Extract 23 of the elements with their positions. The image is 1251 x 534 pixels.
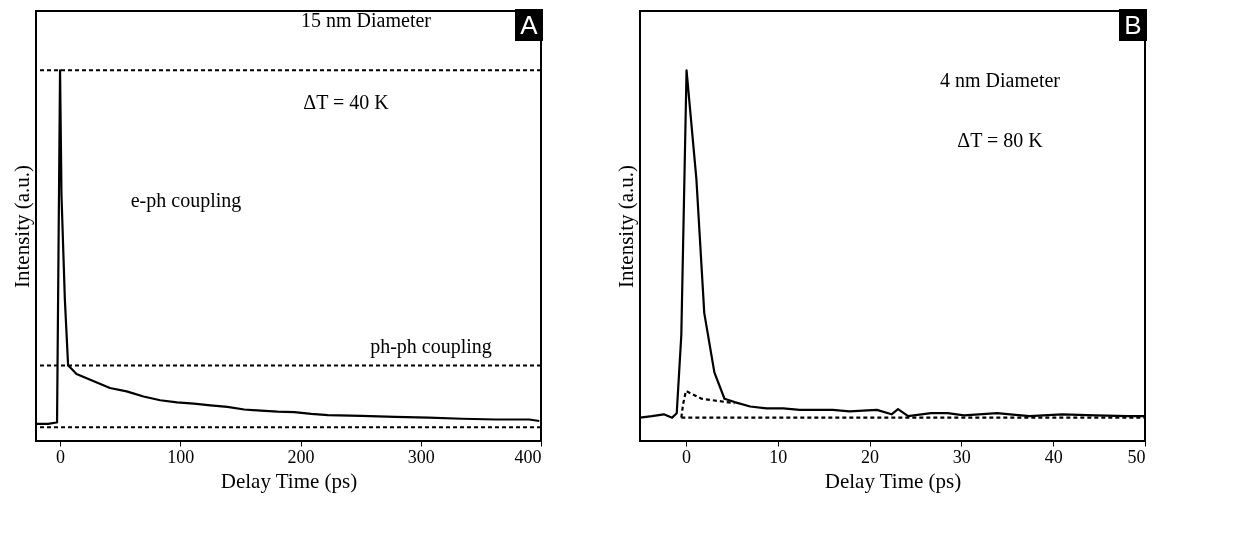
y-axis-title: Intensity (a.u.) — [9, 164, 34, 289]
x-tick-label: 10 — [769, 446, 788, 467]
text: B — [1124, 10, 1142, 40]
x-tick-label: 40 — [1044, 446, 1063, 467]
x-tick-label: 300 — [407, 446, 435, 467]
annotation: ΔT = 80 K — [957, 129, 1044, 151]
annotation: e-ph coupling — [130, 189, 242, 212]
x-axis-title: Delay Time (ps) — [824, 468, 962, 493]
x-tick-label: 400 — [514, 446, 542, 467]
annotation: ΔT = 40 K — [303, 91, 390, 113]
x-tick-label: 0 — [681, 446, 691, 467]
text: 15 nm Diameter — [301, 9, 432, 31]
x-tick-label: 100 — [167, 446, 195, 467]
text: A — [520, 10, 539, 40]
x-axis-title: Delay Time (ps) — [220, 468, 358, 493]
annotation: 4 nm Diameter — [940, 69, 1061, 91]
x-tick-label: 0 — [56, 446, 66, 467]
x-tick-label: 20 — [861, 446, 880, 467]
x-tick-label: 30 — [952, 446, 971, 467]
annotation: ph-ph coupling — [370, 335, 492, 358]
x-tick-label: 200 — [287, 446, 315, 467]
y-axis-title: Intensity (a.u.) — [613, 164, 638, 289]
x-tick-label: 50 — [1127, 446, 1146, 467]
